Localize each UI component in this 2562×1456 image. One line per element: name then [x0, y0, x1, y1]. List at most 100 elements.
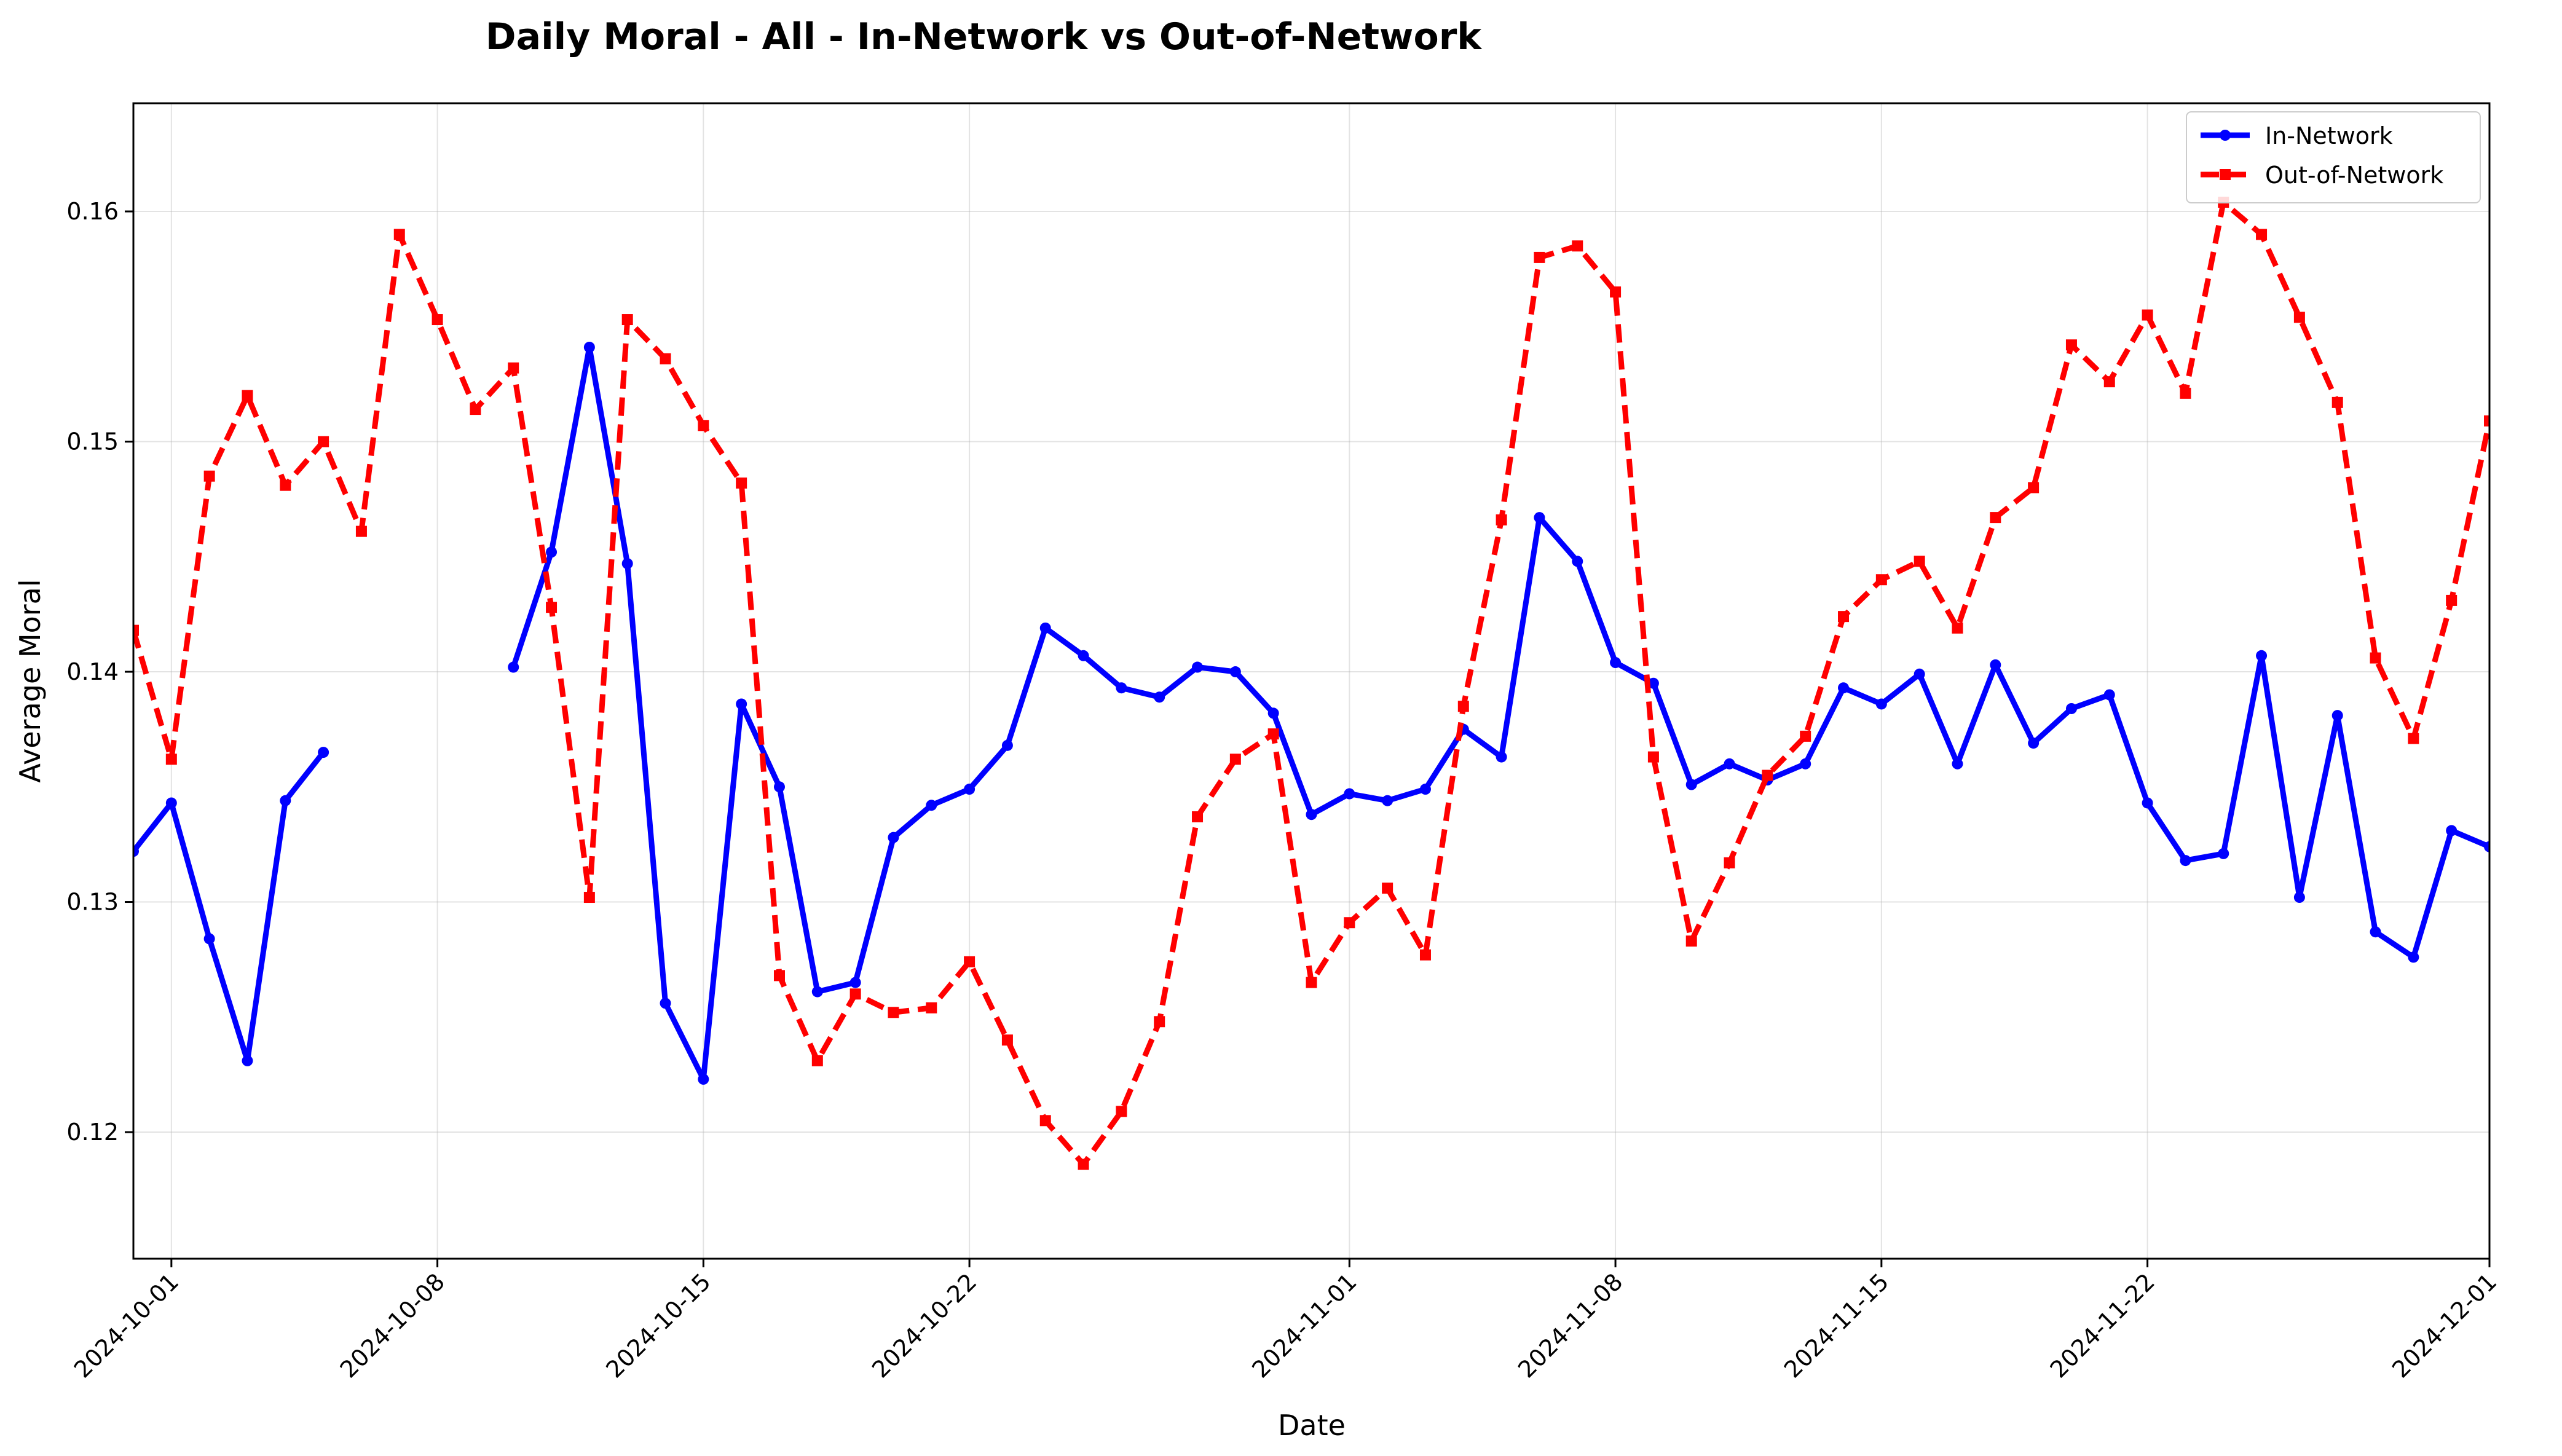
legend-label-in-network: In-Network: [2265, 122, 2393, 149]
x-axis-label: Date: [1278, 1409, 1346, 1442]
y-tick-label: 0.16: [66, 198, 119, 225]
data-point-out-of-network: [1724, 857, 1735, 868]
data-point-in-network: [2446, 825, 2458, 836]
data-point-out-of-network: [2142, 309, 2153, 321]
data-point-out-of-network: [2484, 415, 2489, 427]
data-point-in-network: [1419, 784, 1431, 795]
data-point-in-network: [1229, 666, 1241, 678]
data-point-in-network: [1078, 650, 1089, 661]
data-point-out-of-network: [773, 970, 785, 982]
data-point-out-of-network: [1267, 728, 1279, 740]
data-point-in-network: [508, 661, 519, 673]
data-point-in-network: [660, 998, 671, 1009]
data-point-in-network: [1154, 691, 1165, 703]
data-point-out-of-network: [698, 420, 709, 431]
data-point-out-of-network: [926, 1002, 937, 1013]
data-point-out-of-network: [2103, 376, 2115, 388]
data-point-in-network: [1267, 707, 1279, 719]
series-layer: [133, 197, 2489, 1170]
data-point-out-of-network: [2256, 229, 2268, 240]
data-point-out-of-network: [1192, 811, 1204, 822]
x-tick-label: 2024-11-22: [2045, 1268, 2160, 1383]
data-point-out-of-network: [811, 1055, 823, 1066]
data-point-out-of-network: [1647, 751, 1659, 763]
data-point-in-network: [546, 546, 558, 558]
data-point-out-of-network: [1990, 512, 2001, 524]
data-point-in-network: [849, 977, 861, 988]
legend: In-Network Out-of-Network: [2186, 111, 2481, 203]
data-point-in-network: [1306, 809, 1317, 820]
data-point-in-network: [1534, 512, 1545, 524]
data-point-out-of-network: [849, 988, 861, 1000]
data-point-out-of-network: [1838, 611, 1850, 623]
data-point-in-network: [242, 1055, 253, 1066]
data-point-out-of-network: [1952, 622, 1963, 634]
data-point-in-network: [811, 986, 823, 998]
data-point-in-network: [2293, 892, 2305, 903]
data-point-in-network: [1496, 751, 1507, 763]
data-point-out-of-network: [1572, 240, 1583, 252]
data-point-in-network: [2028, 738, 2040, 749]
data-point-in-network: [280, 795, 291, 806]
data-point-out-of-network: [1610, 286, 1622, 298]
data-point-out-of-network: [432, 314, 443, 326]
data-point-out-of-network: [133, 624, 139, 636]
data-point-out-of-network: [318, 436, 329, 447]
data-point-in-network: [888, 832, 899, 843]
data-point-in-network: [1952, 758, 1963, 769]
data-point-in-network: [2142, 797, 2153, 809]
data-point-in-network: [2218, 848, 2229, 859]
data-point-out-of-network: [964, 956, 976, 967]
data-point-out-of-network: [1382, 883, 1393, 894]
data-point-in-network: [1610, 657, 1622, 669]
data-point-out-of-network: [2028, 482, 2040, 494]
data-point-in-network: [926, 800, 937, 811]
data-point-in-network: [1192, 661, 1204, 673]
data-point-in-network: [698, 1073, 709, 1085]
data-point-out-of-network: [165, 754, 177, 765]
series-line-in-network: [133, 750, 326, 1064]
data-point-in-network: [2256, 650, 2268, 661]
data-point-in-network: [1001, 739, 1013, 751]
data-point-in-network: [964, 784, 976, 795]
y-tick-label: 0.13: [66, 889, 119, 916]
data-point-in-network: [1990, 659, 2001, 671]
x-tick-label: 2024-10-01: [69, 1268, 184, 1383]
data-point-in-network: [1344, 788, 1355, 800]
data-point-in-network: [1838, 682, 1850, 694]
data-point-out-of-network: [1078, 1159, 1089, 1170]
data-point-out-of-network: [1229, 754, 1241, 765]
data-point-in-network: [2180, 855, 2191, 867]
y-tick-label: 0.14: [66, 658, 119, 685]
x-axis: 2024-10-01 2024-10-08 2024-10-15 2024-10-22…: [69, 1259, 2502, 1383]
data-point-out-of-network: [660, 353, 671, 364]
data-point-out-of-network: [583, 892, 595, 903]
data-point-in-network: [2408, 951, 2419, 963]
data-point-out-of-network: [1306, 977, 1317, 988]
data-point-in-network: [1116, 682, 1127, 694]
data-point-out-of-network: [242, 390, 253, 401]
legend-marker-out-of-network: [2220, 169, 2231, 180]
data-point-in-network: [133, 846, 139, 857]
data-point-out-of-network: [2180, 387, 2191, 399]
data-point-out-of-network: [888, 1007, 899, 1018]
x-tick-label: 2024-12-01: [2387, 1268, 2502, 1383]
data-point-out-of-network: [1685, 935, 1697, 947]
data-point-out-of-network: [280, 479, 291, 491]
y-axis-label: Average Moral: [14, 579, 47, 782]
x-tick-label: 2024-10-22: [867, 1268, 982, 1383]
data-point-in-network: [2331, 710, 2343, 722]
plot-frame: [132, 102, 2491, 1260]
data-point-out-of-network: [621, 314, 633, 326]
x-tick-label: 2024-10-15: [601, 1268, 715, 1383]
x-tick-label: 2024-11-01: [1247, 1268, 1362, 1383]
data-point-out-of-network: [2065, 339, 2077, 351]
data-point-out-of-network: [2446, 594, 2458, 606]
data-point-in-network: [2370, 926, 2381, 938]
x-tick-label: 2024-11-15: [1779, 1268, 1894, 1383]
data-point-in-network: [1039, 622, 1051, 634]
data-point-in-network: [583, 341, 595, 353]
data-point-out-of-network: [2370, 652, 2381, 664]
